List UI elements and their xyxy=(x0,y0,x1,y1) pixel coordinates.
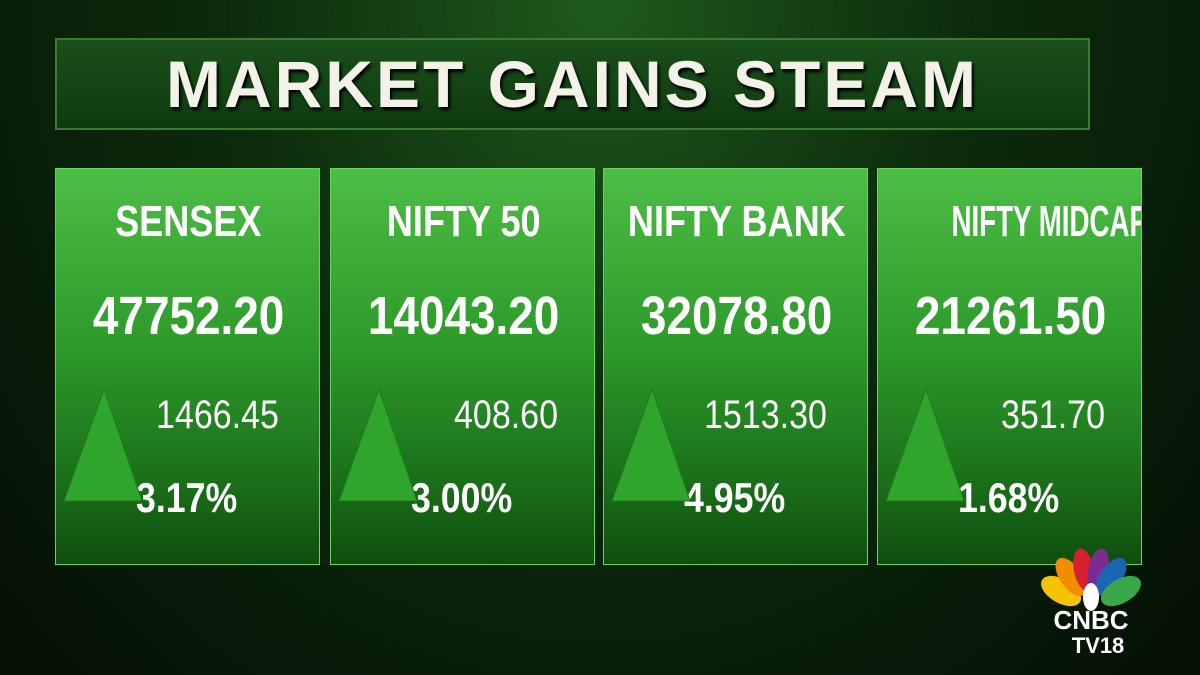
index-name-text: NIFTY BANK xyxy=(627,197,846,246)
index-name: NIFTY BANK xyxy=(604,197,867,247)
index-percent: 3.00% xyxy=(411,474,513,521)
logo-channel: TV18 xyxy=(1072,633,1125,658)
index-value: 32078.80 xyxy=(604,285,867,347)
index-card: NIFTY BANK 32078.80 1513.30 4.95% xyxy=(603,168,868,565)
index-card: NIFTY 50 14043.20 408.60 3.00% xyxy=(330,168,595,565)
index-value-text: 47752.20 xyxy=(92,286,285,346)
index-value-text: 32078.80 xyxy=(640,286,833,346)
index-value: 21261.50 xyxy=(878,285,1141,347)
index-name: NIFTY MIDCAP 100 xyxy=(878,197,1142,247)
index-name: SENSEX xyxy=(56,197,319,247)
title: MARKET GAINS STEAM xyxy=(166,47,979,121)
index-value-text: 14043.20 xyxy=(367,286,560,346)
index-name: NIFTY 50 xyxy=(331,197,594,247)
index-percent: 4.95% xyxy=(684,474,786,521)
index-value-text: 21261.50 xyxy=(914,286,1107,346)
logo-brand: CNBC xyxy=(1053,605,1128,635)
index-percent: 1.68% xyxy=(958,474,1060,521)
index-change: 1513.30 xyxy=(704,393,828,437)
index-card: NIFTY MIDCAP 100 21261.50 351.70 1.68% xyxy=(877,168,1142,565)
up-arrow xyxy=(885,387,965,502)
index-percent: 3.17% xyxy=(136,474,238,521)
up-arrow xyxy=(338,387,418,502)
index-value: 47752.20 xyxy=(56,285,319,347)
index-card: SENSEX 47752.20 1466.45 3.17% xyxy=(55,168,320,565)
index-change: 351.70 xyxy=(1000,393,1105,437)
index-value: 14043.20 xyxy=(331,285,594,347)
index-name-text: NIFTY 50 xyxy=(386,197,541,246)
index-name-text: NIFTY MIDCAP 100 xyxy=(951,197,1142,246)
up-arrow xyxy=(611,387,691,502)
up-arrow xyxy=(63,387,143,502)
logo: CNBC TV18 xyxy=(1041,548,1141,658)
index-change: 408.60 xyxy=(453,393,558,437)
index-name-text: SENSEX xyxy=(115,197,262,246)
title-box: MARKET GAINS STEAM xyxy=(55,38,1090,130)
index-change: 1466.45 xyxy=(156,393,280,437)
